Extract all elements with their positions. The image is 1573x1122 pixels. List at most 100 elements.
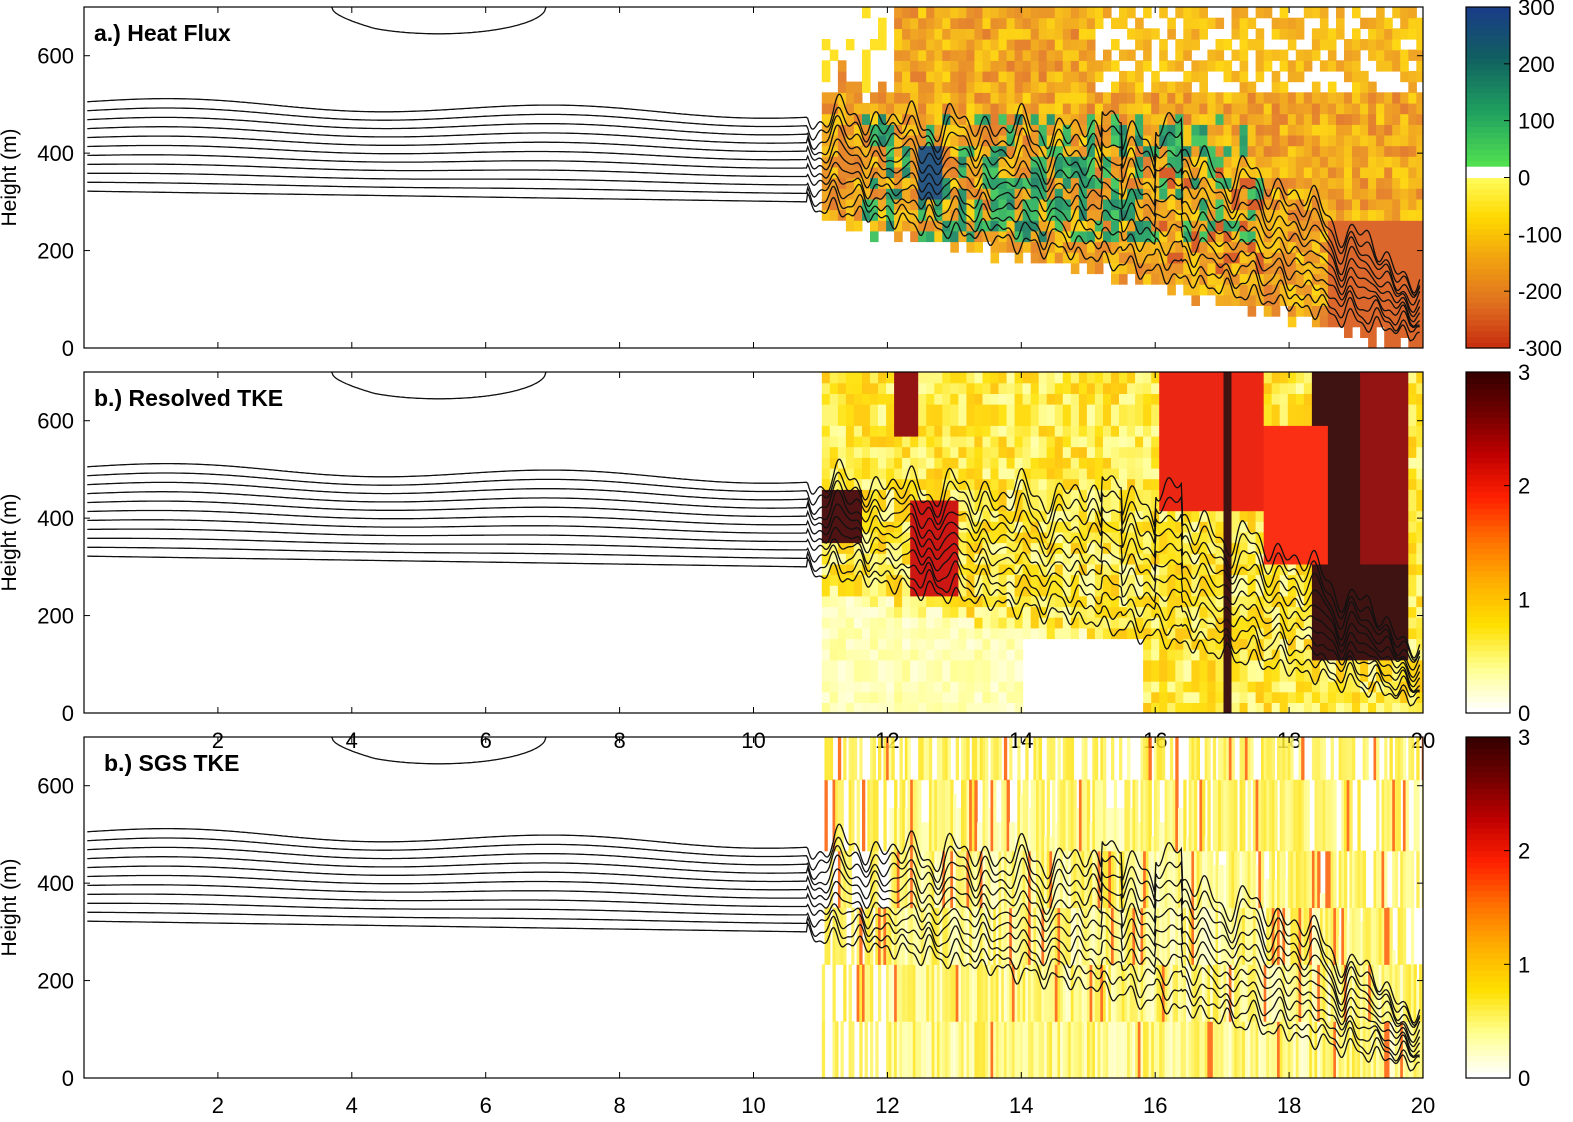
heatmap-cell bbox=[1416, 273, 1425, 284]
heatmap-cell bbox=[1416, 199, 1425, 210]
heatmap-cell bbox=[1216, 447, 1225, 458]
heatmap-cell bbox=[862, 837, 865, 852]
heatmap-cell bbox=[910, 702, 919, 713]
heatmap-cell bbox=[918, 723, 921, 738]
heatmap-cell bbox=[1224, 92, 1233, 103]
heatmap-cell bbox=[1119, 415, 1128, 426]
heatmap-cell bbox=[870, 231, 879, 242]
heatmap-cell bbox=[1143, 468, 1152, 479]
heatmap-cell bbox=[1360, 500, 1369, 511]
heatmap-cell bbox=[1288, 415, 1297, 426]
heatmap-cell bbox=[905, 723, 908, 738]
heatmap-cell bbox=[1256, 436, 1265, 447]
heatmap-cell bbox=[974, 660, 983, 671]
heatmap-cell bbox=[894, 393, 903, 404]
heatmap-cell bbox=[991, 638, 1000, 649]
heatmap-cell bbox=[846, 638, 855, 649]
heatmap-cell bbox=[1368, 199, 1377, 210]
heatmap-cell bbox=[1240, 82, 1249, 93]
heatmap-cell bbox=[1015, 649, 1024, 660]
heatmap-cell bbox=[999, 436, 1008, 447]
heatmap-cell bbox=[1320, 425, 1329, 436]
heatmap-cell bbox=[1103, 436, 1112, 447]
colorbar-segment bbox=[1466, 457, 1510, 463]
heatmap-cell bbox=[1151, 28, 1160, 39]
heatmap-cell bbox=[1392, 199, 1401, 210]
heatmap-cell bbox=[862, 794, 865, 809]
heatmap-cell bbox=[1240, 103, 1249, 114]
heatmap-cell bbox=[983, 393, 992, 404]
heatmap-cell bbox=[1127, 82, 1136, 93]
heatmap-cell bbox=[1368, 511, 1377, 522]
heatmap-cell bbox=[862, 82, 871, 93]
heatmap-cell bbox=[1087, 39, 1096, 50]
heatmap-cell bbox=[991, 372, 1000, 383]
heatmap-cell bbox=[1055, 393, 1064, 404]
heatmap-cell bbox=[1063, 92, 1072, 103]
heatmap-cell bbox=[1304, 521, 1313, 532]
heatmap-cell bbox=[991, 543, 1000, 554]
heatmap-cell bbox=[1248, 447, 1257, 458]
heatmap-cell bbox=[1111, 220, 1120, 231]
heatmap-cell bbox=[1167, 681, 1176, 692]
heatmap-cell bbox=[886, 628, 895, 639]
heatmap-cell bbox=[1039, 415, 1048, 426]
heatmap-cell bbox=[1368, 220, 1377, 231]
colorbar-segment bbox=[1466, 280, 1510, 286]
heatmap-cell bbox=[1352, 404, 1361, 415]
heatmap-cell bbox=[1143, 479, 1152, 490]
heatmap-cell bbox=[1135, 103, 1144, 114]
heatmap-cell bbox=[1360, 415, 1369, 426]
heatmap-cell bbox=[1055, 82, 1064, 93]
heatmap-cell bbox=[843, 993, 846, 1008]
heatmap-cell bbox=[1336, 575, 1345, 586]
heatmap-cell bbox=[822, 457, 831, 468]
heatmap-cell bbox=[1216, 670, 1225, 681]
heatmap-cell bbox=[1408, 167, 1417, 178]
heatmap-cell bbox=[1288, 457, 1297, 468]
heatmap-cell bbox=[1240, 383, 1249, 394]
heatmap-cell bbox=[1272, 415, 1281, 426]
colorbar-segment bbox=[1466, 611, 1510, 617]
heatmap-cell bbox=[1232, 92, 1241, 103]
heatmap-cell bbox=[1416, 564, 1425, 575]
heatmap-cell bbox=[1376, 468, 1385, 479]
heatmap-cell bbox=[1376, 103, 1385, 114]
heatmap-cell bbox=[1183, 114, 1192, 125]
heatmap-cell bbox=[1400, 468, 1409, 479]
heatmap-cell bbox=[1424, 638, 1433, 649]
heatmap-cell bbox=[838, 425, 847, 436]
heatmap-cell bbox=[1416, 596, 1425, 607]
heatmap-cell bbox=[1216, 60, 1225, 71]
heatmap-cell bbox=[1183, 18, 1192, 29]
heatmap-cell bbox=[870, 670, 879, 681]
heatmap-cell bbox=[891, 765, 894, 780]
heatmap-cell bbox=[1071, 50, 1080, 61]
heatmap-cell bbox=[822, 1064, 825, 1079]
heatmap-cell bbox=[1264, 156, 1273, 167]
heatmap-cell bbox=[1159, 564, 1168, 575]
heatmap-cell bbox=[918, 692, 927, 703]
heatmap-cell bbox=[1103, 425, 1112, 436]
heatmap-cell bbox=[1031, 628, 1040, 639]
heatmap-cell bbox=[854, 393, 863, 404]
heatmap-cell bbox=[983, 702, 992, 713]
heatmap-cell bbox=[966, 681, 975, 692]
heatmap-cell bbox=[878, 425, 887, 436]
heatmap-cell bbox=[991, 532, 1000, 543]
heatmap-cell bbox=[1288, 18, 1297, 29]
heatmap-cell bbox=[974, 18, 983, 29]
heatmap-cell bbox=[878, 993, 881, 1008]
heatmap-cell bbox=[934, 18, 943, 29]
heatmap-cell bbox=[1416, 532, 1425, 543]
heatmap-cell bbox=[854, 425, 863, 436]
heatmap-cell bbox=[1392, 425, 1401, 436]
heatmap-cell bbox=[942, 372, 951, 383]
heatmap-cell bbox=[1320, 316, 1329, 327]
heatmap-cell bbox=[918, 436, 927, 447]
heatmap-cell bbox=[1416, 575, 1425, 586]
heatmap-cell bbox=[974, 404, 983, 415]
heatmap-cell bbox=[1328, 500, 1337, 511]
heatmap-cell bbox=[950, 404, 959, 415]
